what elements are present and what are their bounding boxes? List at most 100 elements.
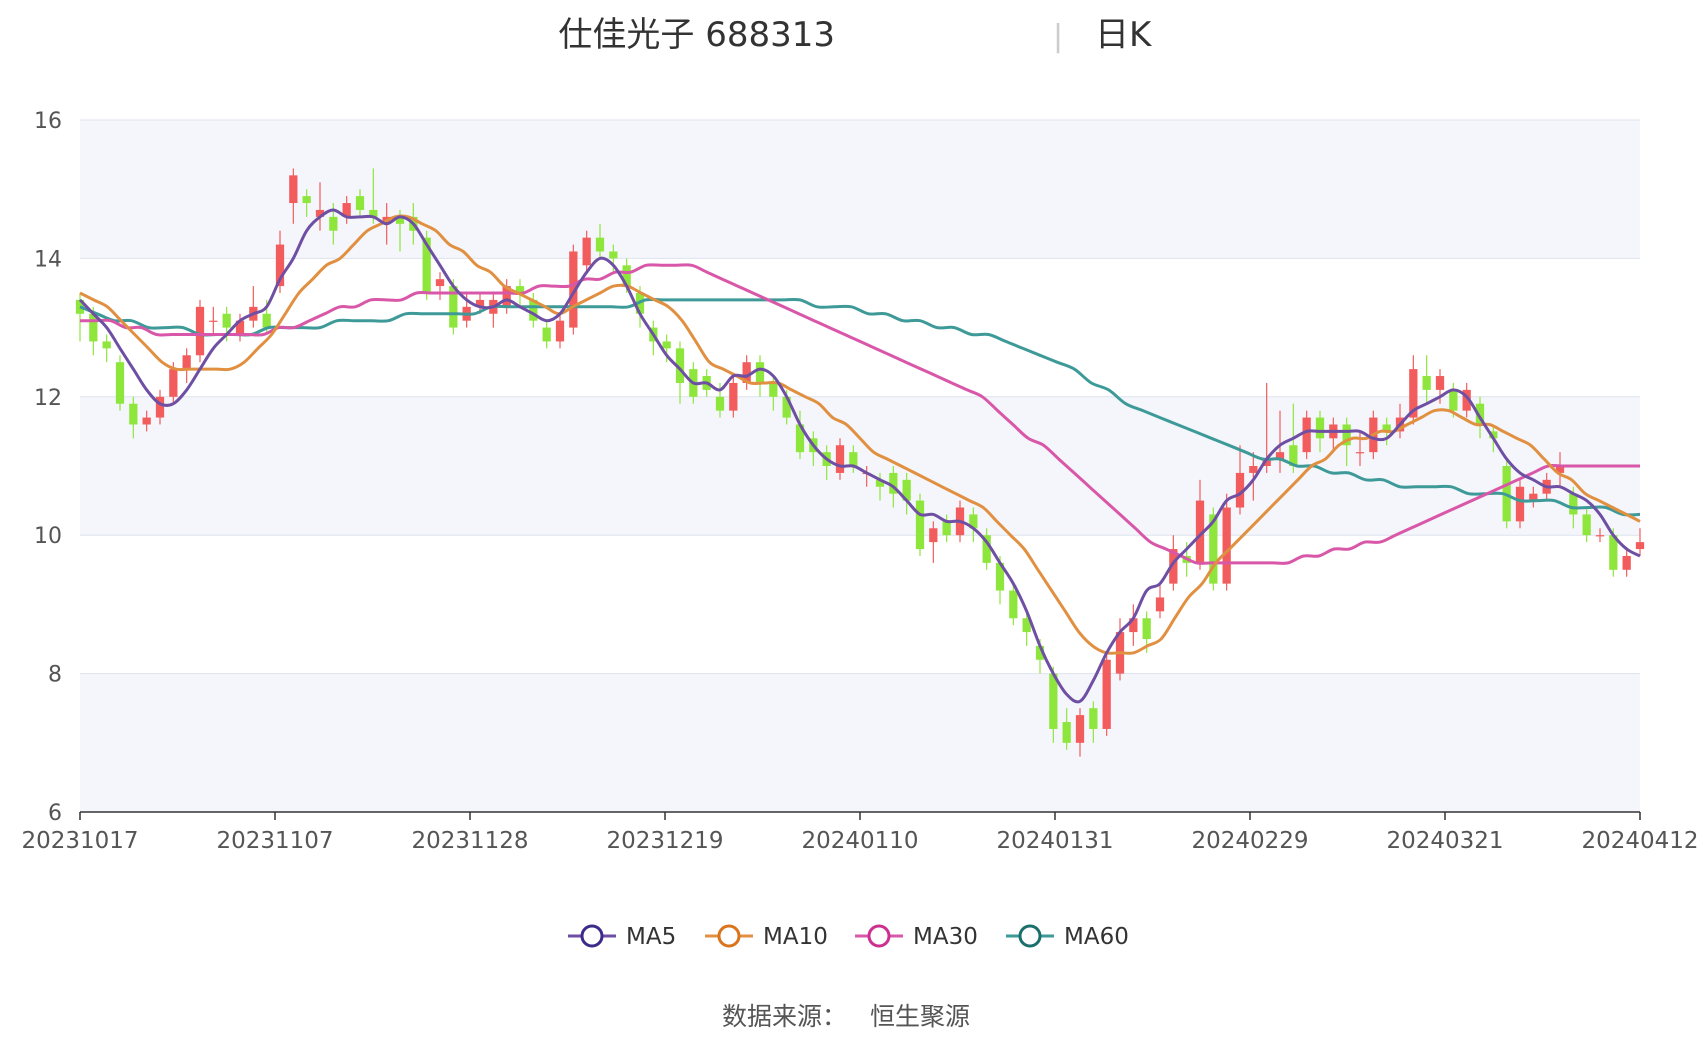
candle [1422,355,1431,404]
candle-body [342,203,351,217]
candle [1515,479,1525,529]
candle [942,514,951,543]
candle-body [1222,507,1231,584]
candle [835,438,845,480]
candle-body [195,306,205,356]
ma60-line [79,297,1641,517]
candle-body [1515,486,1525,522]
candle-body [942,521,951,536]
candle [1155,583,1165,619]
candle-body [969,514,978,529]
candle-body [729,382,738,411]
plot-bands [80,120,1640,812]
candle-body [1475,403,1485,425]
y-tick-label: 14 [34,247,62,272]
candle-body [449,286,458,328]
candle [102,334,111,363]
candle [1222,493,1231,591]
candle [235,313,245,342]
chart-title: 仕佳光子 688313 [558,15,835,55]
candle-body [1529,493,1538,501]
candle-body [302,196,311,204]
chart-subtitle: 日K [1095,15,1153,55]
candle-body [182,355,191,370]
candle-body [795,424,805,453]
legend-item: MA5 [568,924,676,950]
candle [1129,604,1138,646]
candle [1462,382,1471,418]
candle-body [1569,493,1578,515]
candle-body [222,313,231,328]
candle-body [235,320,245,335]
candle-body [982,535,991,563]
y-tick-label: 6 [48,801,62,826]
candle-body [1289,445,1298,466]
candle [209,306,218,335]
candle [555,313,565,349]
candle-body [329,216,338,231]
candle [275,230,285,293]
candle-body [1142,618,1151,639]
candle [902,472,911,515]
candle [929,521,938,563]
x-tick-label: 20231017 [21,828,138,854]
candle-body [715,396,725,411]
candle-body [755,362,765,383]
candle-body [622,265,631,287]
candle-body [1075,715,1085,743]
candle-body [662,341,671,349]
candle [195,299,205,363]
candle [582,230,591,273]
candle-body [875,479,885,487]
candle-body [209,320,218,322]
candle-body [675,348,685,383]
candle-body [1609,535,1618,570]
legend-label: MA5 [626,924,676,950]
candle-body [742,362,751,383]
legend-marker [1018,924,1042,948]
candle [129,396,138,439]
candle-body [1089,708,1098,729]
candle-body [1489,431,1498,439]
candle [302,189,311,217]
candle-body [1449,389,1458,411]
candle [875,472,885,501]
candle [1622,549,1631,577]
candle [1595,528,1605,543]
candle-body [1169,549,1178,584]
ma10-line [79,214,1641,655]
legend-item: MA30 [855,924,978,950]
candle [1529,486,1538,508]
legend-marker [717,924,741,948]
candle-body [289,175,298,204]
candle-body [1235,472,1245,508]
y-tick-label: 12 [34,386,62,411]
candle [182,348,191,383]
candle [1302,410,1311,460]
candle [742,355,751,390]
x-tick-label: 20240412 [1581,828,1698,854]
candle-body [1622,555,1631,570]
candle-body [529,299,538,321]
candle [542,320,551,349]
candle [1555,452,1565,487]
candle-body [1355,452,1365,454]
candle [915,493,925,556]
candle [315,182,325,231]
y-tick-label: 16 [34,109,62,134]
plot-band [80,673,1640,812]
candle-body [435,279,445,287]
candle-body [595,237,605,252]
candle-body [915,500,925,550]
legend-marker [867,924,891,948]
candle-body [1382,424,1391,432]
candle-body [1155,597,1165,612]
candle-body [769,382,778,397]
candle [1075,708,1085,757]
candle-body [849,452,858,466]
legend-marker [580,924,604,948]
legend-label: MA60 [1064,924,1129,950]
candle [1009,583,1018,626]
candle [755,355,765,397]
